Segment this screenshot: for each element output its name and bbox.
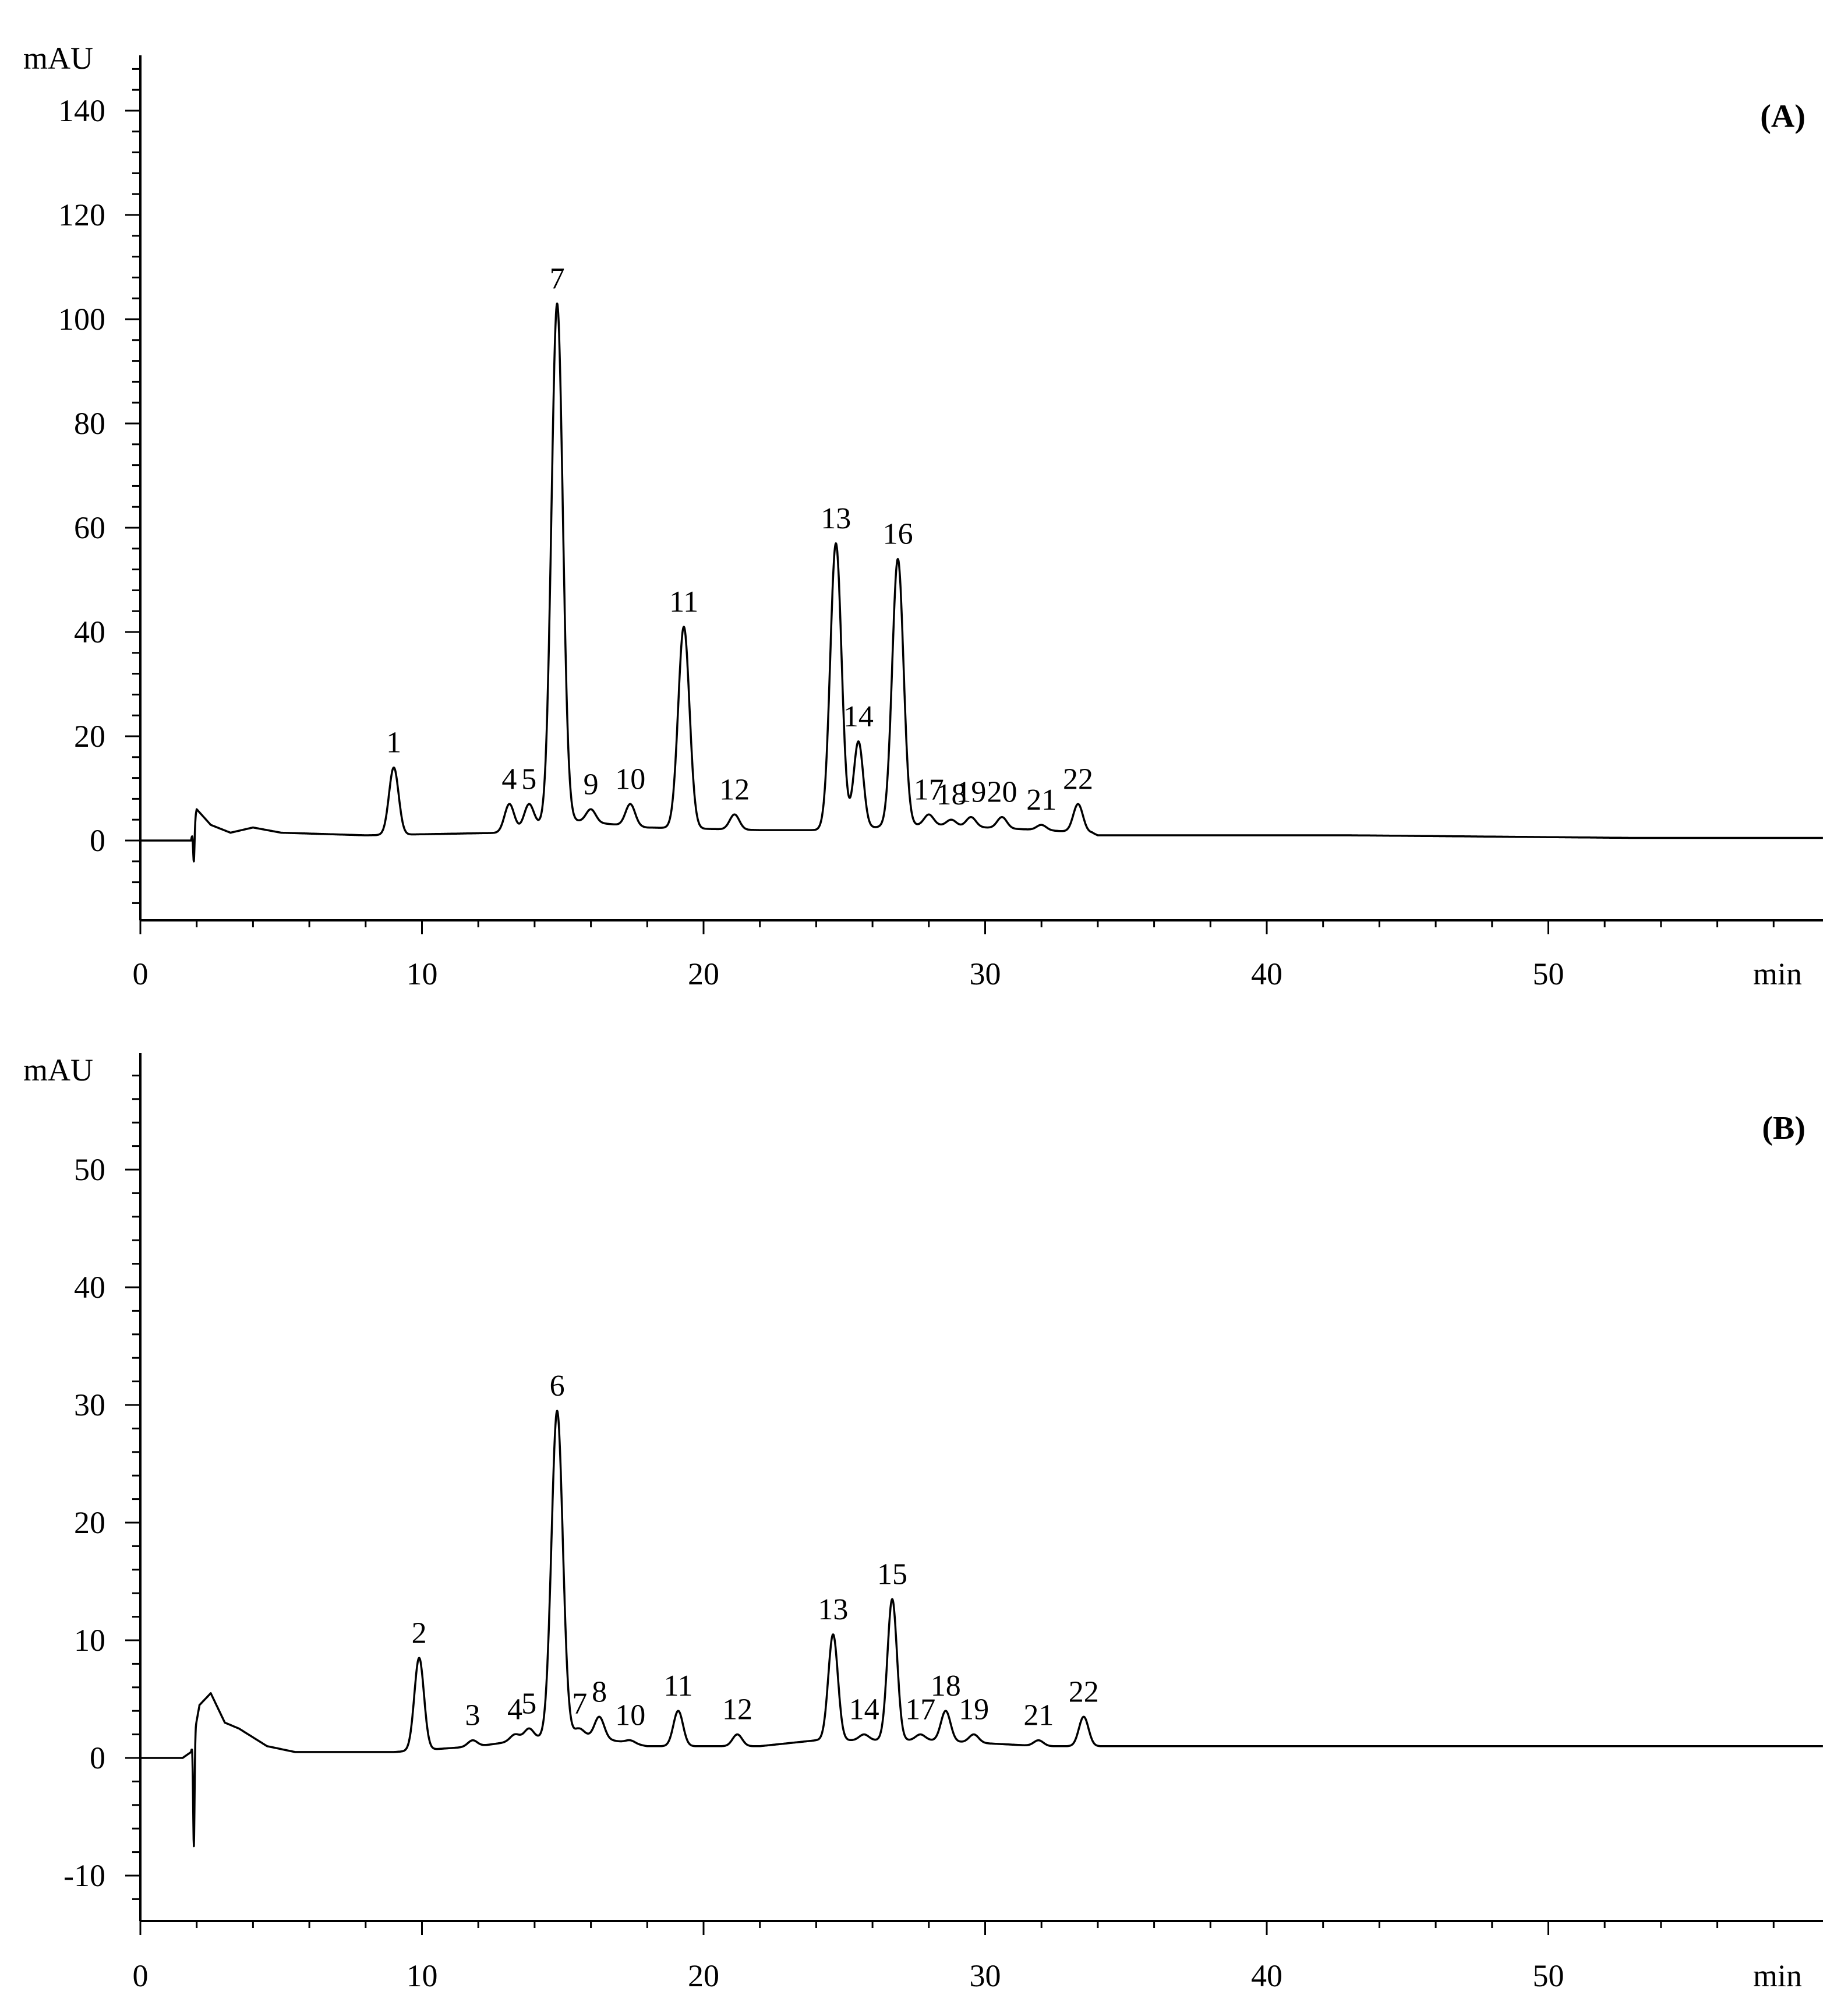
x-tick-label: 50 bbox=[1533, 956, 1564, 991]
peak-21-label: 21 bbox=[1026, 783, 1056, 817]
x-tick-label: 20 bbox=[688, 956, 719, 991]
peak-3-label: 3 bbox=[465, 1699, 480, 1732]
y-tick-label: 40 bbox=[74, 615, 105, 649]
y-tick-label: 20 bbox=[74, 719, 105, 754]
x-tick-label: 0 bbox=[133, 1958, 149, 1993]
peak-4-label: 4 bbox=[501, 762, 517, 796]
y-tick-label: 20 bbox=[74, 1505, 105, 1540]
y-axis-unit-label: mAU bbox=[23, 1053, 93, 1087]
peak-13-label: 13 bbox=[821, 502, 851, 535]
x-tick-label: 40 bbox=[1251, 1958, 1282, 1993]
peak-2-label: 2 bbox=[412, 1616, 427, 1650]
peak-22-label: 22 bbox=[1063, 762, 1093, 796]
x-tick-label: 10 bbox=[407, 956, 438, 991]
y-tick-label: 100 bbox=[58, 302, 105, 337]
peak-13-label: 13 bbox=[818, 1593, 848, 1626]
peak-12-label: 12 bbox=[719, 773, 750, 806]
peak-5-label: 5 bbox=[521, 762, 536, 796]
peak-15-label: 15 bbox=[877, 1558, 907, 1591]
y-tick-label: 0 bbox=[90, 823, 105, 858]
y-tick-label: 10 bbox=[74, 1623, 105, 1658]
peak-18-label: 18 bbox=[931, 1669, 961, 1703]
peak-10-label: 10 bbox=[615, 1699, 645, 1732]
peak-6-label: 6 bbox=[550, 1369, 565, 1403]
peak-10-label: 10 bbox=[615, 762, 645, 796]
peak-14-label: 14 bbox=[849, 1693, 879, 1726]
peak-21-label: 21 bbox=[1023, 1699, 1054, 1732]
x-tick-label: 40 bbox=[1251, 956, 1282, 991]
peak-11-label: 11 bbox=[669, 585, 698, 619]
peak-7-label: 7 bbox=[550, 262, 565, 295]
y-tick-label: 80 bbox=[74, 406, 105, 441]
peak-7-label: 7 bbox=[572, 1687, 587, 1721]
y-tick-label: 120 bbox=[58, 197, 105, 232]
peak-19-label: 19 bbox=[959, 1693, 989, 1726]
peak-1-label: 1 bbox=[386, 726, 401, 760]
y-tick-label: 40 bbox=[74, 1270, 105, 1305]
peak-12-label: 12 bbox=[722, 1693, 752, 1726]
x-tick-label: 0 bbox=[133, 956, 149, 991]
peak-14-label: 14 bbox=[843, 700, 874, 733]
x-axis-unit-label: min bbox=[1753, 956, 1802, 991]
peak-22-label: 22 bbox=[1069, 1675, 1099, 1708]
x-tick-label: 30 bbox=[970, 956, 1001, 991]
y-tick-label: 0 bbox=[90, 1740, 105, 1775]
y-tick-label: 50 bbox=[74, 1152, 105, 1187]
y-axis-unit-label: mAU bbox=[23, 41, 93, 76]
chromatogram-trace bbox=[140, 1411, 1823, 1846]
x-axis-unit-label: min bbox=[1753, 1958, 1802, 1993]
peak-19-label: 19 bbox=[956, 776, 986, 809]
peak-16-label: 16 bbox=[883, 518, 913, 551]
panel-label: (B) bbox=[1762, 1110, 1805, 1146]
peak-4-label: 4 bbox=[507, 1693, 522, 1726]
y-tick-label: 140 bbox=[58, 93, 105, 128]
x-tick-label: 30 bbox=[970, 1958, 1001, 1993]
y-tick-label: -10 bbox=[63, 1858, 105, 1893]
x-tick-label: 50 bbox=[1533, 1958, 1564, 1993]
peak-11-label: 11 bbox=[663, 1669, 692, 1703]
peak-5-label: 5 bbox=[521, 1687, 536, 1721]
peak-20-label: 20 bbox=[987, 776, 1017, 809]
x-tick-label: 10 bbox=[407, 1958, 438, 1993]
x-tick-label: 20 bbox=[688, 1958, 719, 1993]
panel-label: (A) bbox=[1760, 98, 1805, 135]
y-tick-label: 60 bbox=[74, 510, 105, 545]
peak-8-label: 8 bbox=[592, 1675, 607, 1708]
peak-9-label: 9 bbox=[584, 768, 599, 801]
y-tick-label: 30 bbox=[74, 1387, 105, 1422]
